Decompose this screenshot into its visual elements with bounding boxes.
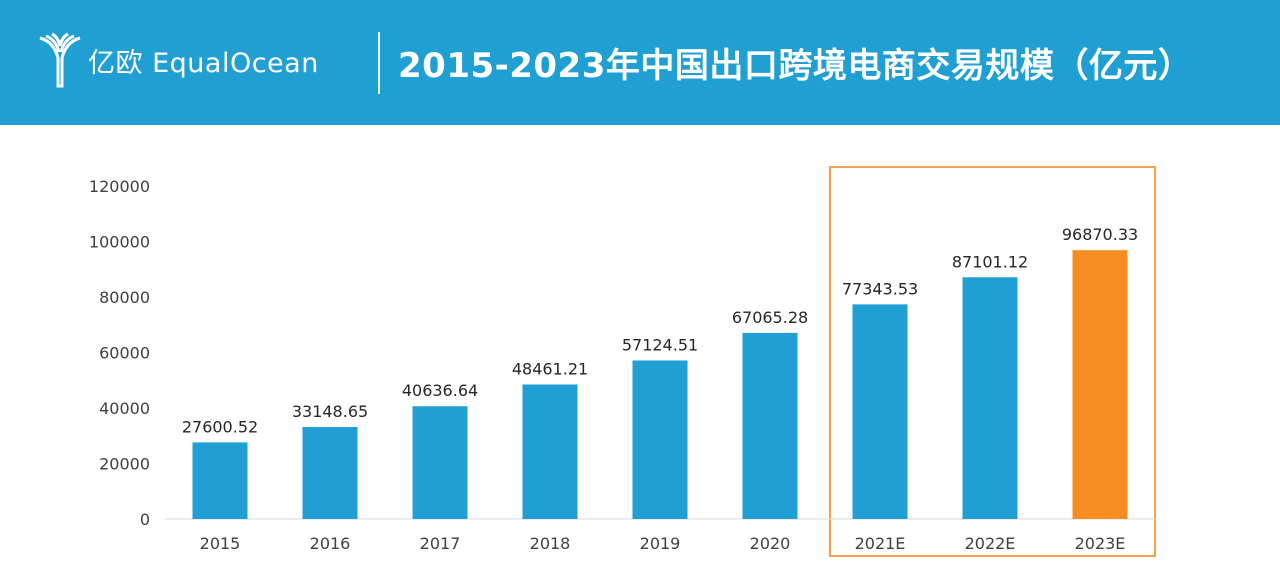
y-tick-label: 80000 <box>99 288 150 307</box>
bar <box>632 360 688 519</box>
data-label: 40636.64 <box>402 381 478 400</box>
bar <box>302 427 358 519</box>
x-tick-label: 2019 <box>640 534 681 553</box>
logo-text: 亿欧 EqualOcean <box>88 47 319 79</box>
data-label: 33148.65 <box>292 402 368 421</box>
data-label: 57124.51 <box>622 335 698 354</box>
bar <box>1072 250 1128 519</box>
bar <box>852 304 908 519</box>
bar <box>962 277 1018 519</box>
forecast-highlight-box <box>829 166 1156 557</box>
data-label: 77343.53 <box>842 279 918 298</box>
chart-title: 2015-2023年中国出口跨境电商交易规模（亿元） <box>398 46 1193 86</box>
x-tick-label: 2018 <box>530 534 571 553</box>
y-tick-label: 120000 <box>89 177 150 196</box>
y-tick-label: 100000 <box>89 233 150 252</box>
y-tick-label: 20000 <box>99 455 150 474</box>
y-tick-label: 0 <box>140 510 150 529</box>
header-banner: 亿欧 EqualOcean 2015-2023年中国出口跨境电商交易规模（亿元） <box>0 0 1280 125</box>
x-tick-label: 2022E <box>965 534 1016 553</box>
data-label: 27600.52 <box>182 417 258 436</box>
data-label: 48461.21 <box>512 360 588 379</box>
bar-chart: 0 20000 40000 60000 80000 100000 120000 27600.5… <box>89 166 1156 557</box>
x-tick-label: 2016 <box>310 534 351 553</box>
x-tick-label: 2017 <box>420 534 461 553</box>
header-divider <box>378 32 380 94</box>
equalocean-logo-icon <box>39 32 81 88</box>
x-tick-label: 2023E <box>1075 534 1126 553</box>
bar <box>522 384 578 519</box>
y-tick-label: 40000 <box>99 399 150 418</box>
bar <box>192 442 248 519</box>
x-tick-label: 2020 <box>750 534 791 553</box>
bar <box>412 406 468 519</box>
data-label: 87101.12 <box>952 252 1028 271</box>
equalocean-logo: 亿欧 EqualOcean <box>36 28 319 92</box>
x-tick-label: 2015 <box>200 534 241 553</box>
x-tick-label: 2021E <box>855 534 906 553</box>
bar <box>742 332 798 519</box>
data-label: 96870.33 <box>1062 225 1138 244</box>
y-tick-label: 60000 <box>99 344 150 363</box>
data-label: 67065.28 <box>732 308 808 327</box>
